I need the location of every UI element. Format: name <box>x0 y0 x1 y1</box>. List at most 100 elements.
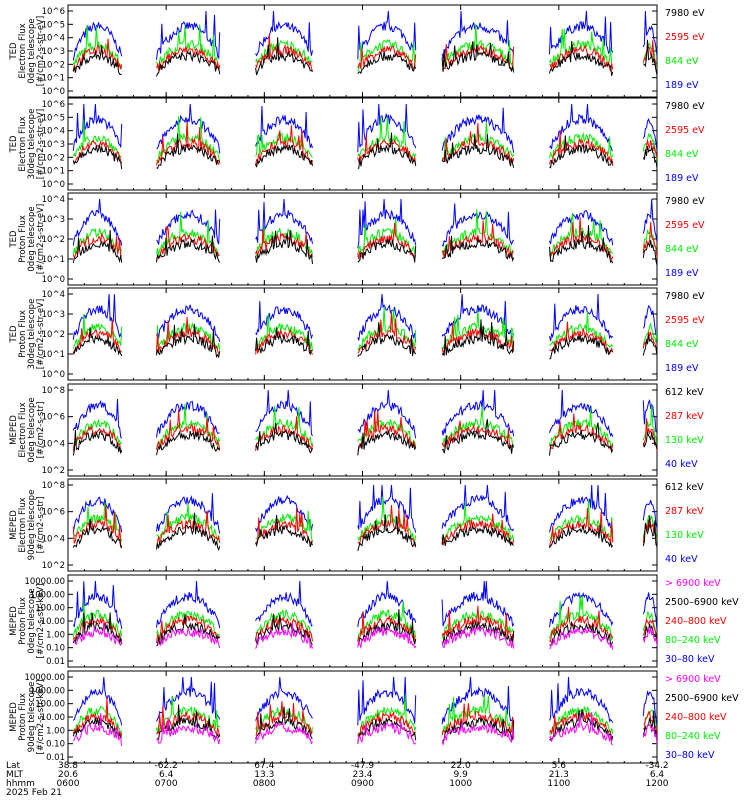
y-tick-label: 10^4 <box>42 290 65 300</box>
legend-label: 7980 eV <box>665 8 705 19</box>
y-tick-label: 0.10 <box>46 740 65 750</box>
footer-value: 1100 <box>547 779 570 789</box>
y-axis-label: TEDElectron Flux0deg telescope[#/cm2-s-s… <box>9 16 46 86</box>
footer-value: 5.6 <box>552 761 567 771</box>
y-axis-label-line: Proton Flux <box>18 310 28 358</box>
y-axis-label: TEDElectron Flux30deg telescope[#/cm2-s-… <box>9 109 46 180</box>
y-tick-label: 10^3 <box>42 140 65 150</box>
y-tick-label: 10^6 <box>42 413 65 423</box>
y-tick-label: 10^3 <box>42 310 65 320</box>
y-tick-label: 10^6 <box>42 508 65 518</box>
y-tick-label: 10^4 <box>42 439 65 449</box>
y-tick-label: 10^2 <box>42 235 65 245</box>
y-axis-label-line: Proton Flux <box>18 597 28 645</box>
legend-label: 2595 eV <box>665 32 705 43</box>
y-tick-label: 10^1 <box>42 167 65 177</box>
y-tick-label: 10^6 <box>42 7 65 17</box>
legend-label: 189 eV <box>665 363 699 374</box>
y-axis-label-line: 30deg telescope <box>27 109 37 180</box>
series-group <box>72 293 657 360</box>
legend-label: 189 eV <box>665 173 699 184</box>
panel-1: 10^010^110^210^310^410^510^6TEDElectron … <box>9 4 705 98</box>
y-tick-label: 10^1 <box>42 255 65 265</box>
legend-label: 844 eV <box>665 149 699 160</box>
footer-row-label: hhmm <box>6 779 35 789</box>
legend-label: 2595 eV <box>665 220 705 231</box>
y-tick-label: 0.01 <box>46 657 65 667</box>
series-line <box>72 132 657 170</box>
y-tick-label: 10^0 <box>42 87 65 97</box>
y-tick-label: 1000.00 <box>30 686 65 696</box>
y-axis-label-line: MEPED <box>9 606 19 636</box>
y-tick-label: 10^2 <box>42 330 65 340</box>
footer-value: -47.9 <box>351 761 375 771</box>
series-line <box>72 389 657 439</box>
y-tick-label: 10.00 <box>41 713 65 723</box>
series-line <box>73 712 657 746</box>
footer-value: 6.4 <box>159 770 174 780</box>
footer-value: 0900 <box>351 779 374 789</box>
y-tick-label: 10^4 <box>42 195 65 205</box>
series-line <box>72 419 657 456</box>
y-axis-label: TEDProton Flux30deg telescope[#/cm2-s-st… <box>9 299 46 370</box>
y-tick-label: 10^4 <box>42 127 65 137</box>
y-tick-label: 10^0 <box>42 275 65 285</box>
y-tick-label: 10000.00 <box>24 673 65 683</box>
series-group <box>72 580 657 650</box>
y-tick-label: 1.00 <box>46 630 65 640</box>
y-axis-label-line: [#/cm2-s-str-eV] <box>36 109 46 179</box>
y-axis-label: MEPEDProton Flux0deg telescope[#/cm2-s-s… <box>9 584 46 659</box>
y-axis-label-line: [#/cm2-s-str] <box>36 402 46 459</box>
footer-value: 23.4 <box>352 770 372 780</box>
legend-label: 7980 eV <box>665 196 705 207</box>
y-tick-label: 10^8 <box>42 481 65 491</box>
y-tick-label: 10^2 <box>42 60 65 70</box>
y-axis-label-line: 90deg telescope <box>27 490 37 561</box>
footer-value: 6.4 <box>650 770 665 780</box>
panel-7: 0.010.101.0010.00100.001000.0010000.00ME… <box>9 574 739 668</box>
legend-label: 2595 eV <box>665 125 705 136</box>
y-tick-label: 0.01 <box>46 753 65 763</box>
y-tick-label: 1.00 <box>46 726 65 736</box>
footer-value: 1000 <box>449 779 472 789</box>
series-line <box>72 704 657 743</box>
y-axis-label-line: MEPED <box>9 415 19 445</box>
y-tick-label: 10^4 <box>42 34 65 44</box>
y-tick-label: 1000.00 <box>30 590 65 600</box>
y-tick-label: 100.00 <box>35 604 65 614</box>
legend-label: 2500–6900 keV <box>665 597 739 608</box>
legend-label: 189 eV <box>665 80 699 91</box>
legend-label: 2595 eV <box>665 315 705 326</box>
legend-label: 30–80 keV <box>665 654 715 665</box>
footer-value: 9.9 <box>454 770 469 780</box>
y-axis-label-line: Electron Flux <box>18 402 28 457</box>
legend-label: 40 keV <box>665 459 698 470</box>
y-tick-label: 10^2 <box>42 561 65 571</box>
y-axis-label: MEPEDProton Flux90deg telescope[#/cm2-s-… <box>9 680 46 755</box>
legend-label: 2500–6900 keV <box>665 693 739 704</box>
y-tick-label: 10000.00 <box>24 577 65 587</box>
series-line <box>72 293 657 343</box>
y-axis-label-line: TED <box>9 230 19 249</box>
series-group <box>72 198 657 266</box>
legend-label: > 6900 keV <box>665 674 721 685</box>
y-tick-label: 10^6 <box>42 100 65 110</box>
y-axis-label-line: [#/cm2-s-str-eV] <box>36 16 46 86</box>
legend-label: 40 keV <box>665 554 698 565</box>
y-tick-label: 100.00 <box>35 700 65 710</box>
footer-value: -34.2 <box>645 761 668 771</box>
series-group <box>72 484 657 552</box>
legend-label: 612 keV <box>665 387 704 398</box>
footer-value: -62.2 <box>155 761 178 771</box>
y-tick-label: 10^0 <box>42 180 65 190</box>
series-line <box>72 496 657 543</box>
footer-row-label: Lat <box>6 761 21 771</box>
series-line <box>72 605 657 644</box>
footer-row-label: MLT <box>6 770 24 780</box>
legend-label: 130 keV <box>665 435 704 446</box>
series-line <box>73 622 657 650</box>
